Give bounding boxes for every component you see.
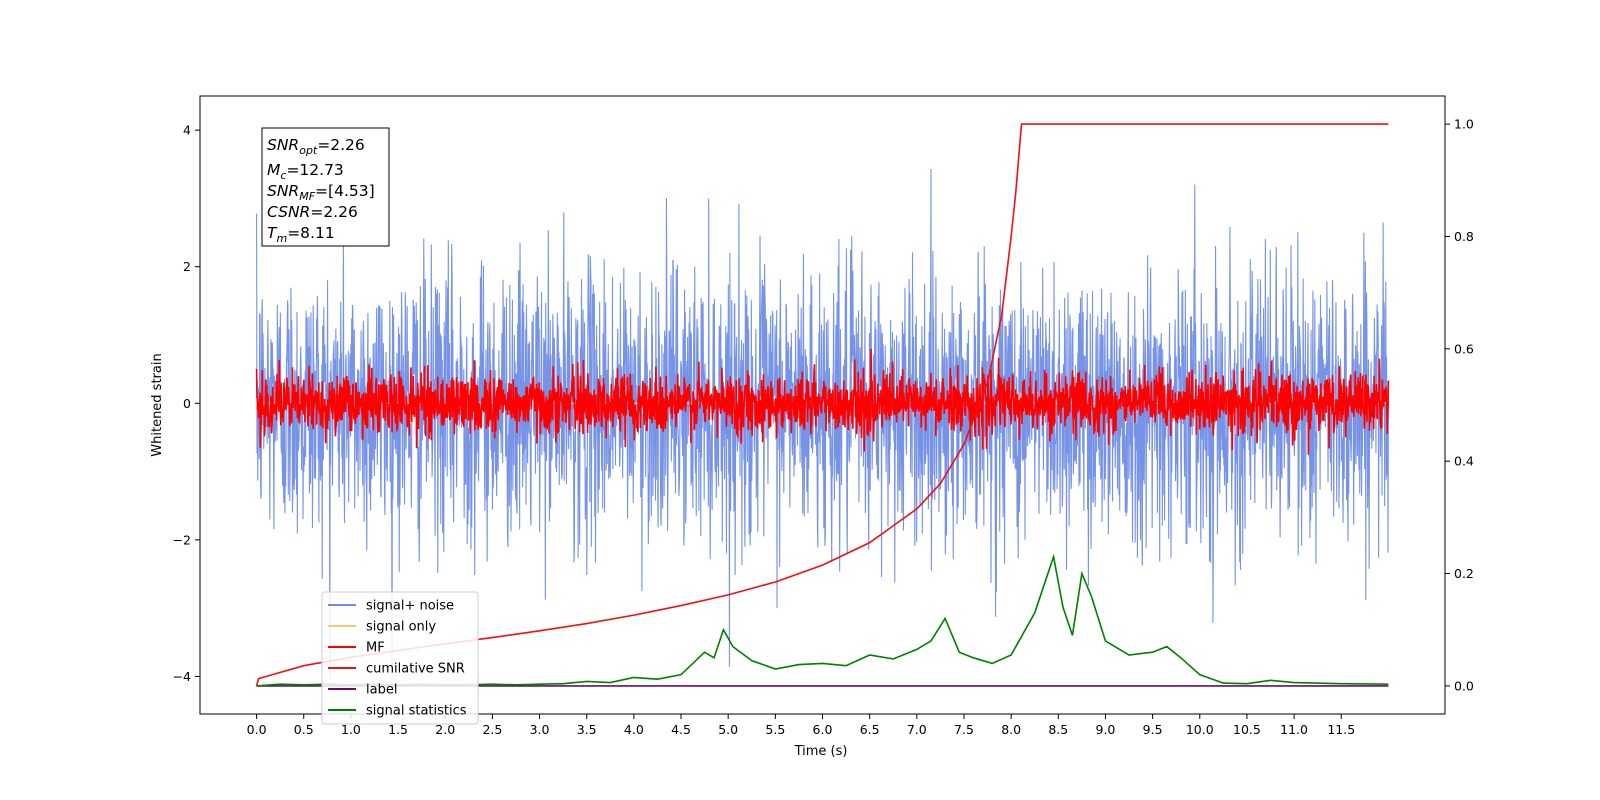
x-tick-label: 1.0 — [341, 722, 361, 737]
info-snr-mf: SNRMF=[4.53] — [267, 182, 375, 203]
x-tick-label: 11.5 — [1327, 722, 1355, 737]
y-tick-label: −4 — [173, 669, 191, 684]
y-axis-right: 0.0 0.2 0.4 0.6 0.8 1.0 — [1445, 117, 1474, 693]
x-tick-label: 5.5 — [765, 722, 785, 737]
x-tick-label: 9.0 — [1096, 722, 1116, 737]
legend-label-mf: MF — [366, 641, 385, 656]
x-tick-label: 1.5 — [388, 722, 408, 737]
y2-tick-label: 0.8 — [1454, 229, 1474, 244]
legend-label-signal-only: signal only — [366, 620, 436, 635]
x-tick-label: 3.0 — [530, 722, 550, 737]
info-snr-opt: SNRopt=2.26 — [267, 136, 365, 157]
y2-tick-label: 1.0 — [1454, 117, 1474, 132]
y-tick-label: −2 — [173, 532, 191, 547]
legend-label-signal-noise: signal+ noise — [366, 599, 454, 614]
legend-frame — [321, 591, 479, 725]
y2-tick-label: 0.4 — [1454, 454, 1474, 469]
x-axis: 0.0 0.5 1.0 1.5 2.0 2.5 3.0 3.5 4.0 4.5 5.0 5.5 6.0 6… — [247, 714, 1355, 737]
x-axis-label: Time (s) — [794, 744, 848, 759]
y-tick-label: 2 — [183, 259, 191, 274]
x-tick-label: 2.0 — [435, 722, 455, 737]
y2-tick-label: 0.6 — [1454, 341, 1474, 356]
x-tick-label: 8.5 — [1048, 722, 1068, 737]
legend-label-cumilative-snr: cumilative SNR — [366, 662, 465, 677]
x-tick-label: 8.0 — [1001, 722, 1021, 737]
x-tick-label: 7.5 — [954, 722, 974, 737]
x-tick-label: 0.5 — [294, 722, 314, 737]
y-axis-label: Whitened strain — [150, 353, 165, 456]
y-tick-label: 0 — [183, 396, 191, 411]
x-tick-label: 4.5 — [671, 722, 691, 737]
info-box-frame — [261, 127, 390, 247]
x-tick-label: 6.5 — [860, 722, 880, 737]
x-tick-label: 10.0 — [1186, 722, 1214, 737]
x-tick-label: 10.5 — [1233, 722, 1261, 737]
y-axis-left: −4 −2 0 2 4 — [173, 123, 200, 684]
legend: signal+ noise signal only MF cumilative SNR… — [321, 591, 479, 725]
info-csnr: CSNR=2.26 — [267, 203, 358, 221]
x-tick-label: 0.0 — [247, 722, 267, 737]
info-box: SNRopt=2.26 Mc=12.73 SNRMF=[4.53] CSNR=2… — [261, 127, 390, 247]
x-tick-label: 6.0 — [813, 722, 833, 737]
legend-label-signal-statistics: signal statistics — [366, 704, 467, 719]
x-tick-label: 2.5 — [482, 722, 502, 737]
y-tick-label: 4 — [183, 123, 191, 138]
y2-tick-label: 0.0 — [1454, 678, 1474, 693]
x-tick-label: 3.5 — [577, 722, 597, 737]
x-tick-label: 4.0 — [624, 722, 644, 737]
info-mc: Mc=12.73 — [267, 161, 344, 182]
x-tick-label: 5.0 — [718, 722, 738, 737]
x-tick-label: 9.5 — [1143, 722, 1163, 737]
series-mf — [255, 348, 1390, 455]
y2-tick-label: 0.2 — [1454, 566, 1474, 581]
x-tick-label: 11.0 — [1280, 722, 1308, 737]
info-tm: Tm=8.11 — [267, 224, 335, 245]
legend-label-label: label — [366, 683, 397, 698]
x-tick-label: 7.0 — [907, 722, 927, 737]
